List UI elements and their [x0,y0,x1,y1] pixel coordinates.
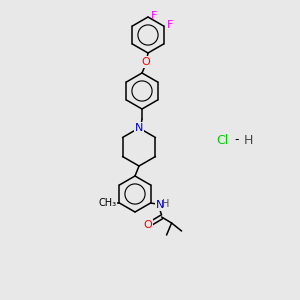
Text: N: N [135,123,143,133]
Text: N: N [155,200,164,210]
Text: H: H [243,134,253,146]
Text: Cl: Cl [216,134,228,146]
Text: O: O [142,57,150,67]
Text: O: O [143,220,152,230]
Text: F: F [151,11,157,21]
Text: F: F [167,20,173,30]
Text: CH₃: CH₃ [98,198,116,208]
Text: H: H [162,199,169,209]
Text: -: - [235,134,239,146]
